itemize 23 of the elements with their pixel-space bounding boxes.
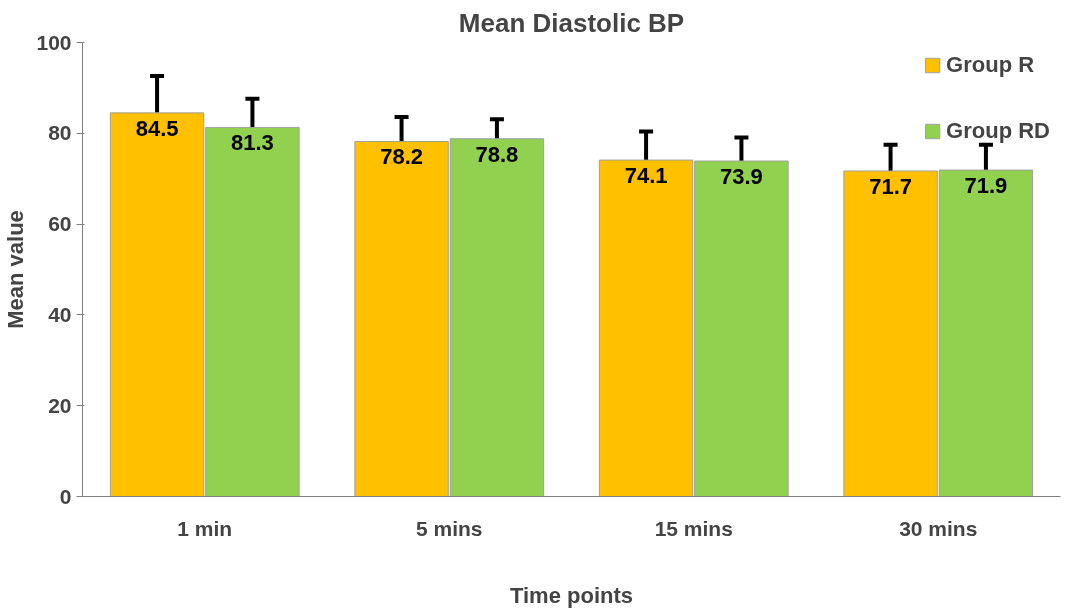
x-tick-label: 15 mins: [654, 516, 733, 540]
x-tick-label: 30 mins: [899, 516, 978, 540]
x-tick-label: 1 min: [177, 516, 233, 540]
y-tick-label: 40: [48, 302, 72, 326]
y-tick-label: 20: [48, 393, 72, 417]
y-tick-label: 80: [48, 121, 72, 145]
legend-label: Group RD: [946, 118, 1050, 144]
y-tick-label: 60: [48, 212, 72, 236]
data-label: 78.8: [475, 141, 519, 167]
data-label: 71.7: [869, 173, 912, 199]
data-label: 78.2: [380, 144, 423, 170]
data-label: 73.9: [720, 163, 763, 189]
data-label: 71.9: [964, 173, 1008, 199]
chart-title: Mean Diastolic BP: [458, 7, 685, 38]
legend-label: Group R: [946, 52, 1035, 78]
x-axis-title: Time points: [509, 582, 634, 608]
y-tick-label: 100: [36, 30, 72, 54]
y-tick-label: 0: [59, 484, 72, 508]
data-label: 74.1: [624, 163, 668, 189]
data-label: 81.3: [231, 130, 274, 156]
x-tick-label: 5 mins: [415, 516, 483, 540]
data-label: 84.5: [135, 115, 179, 141]
y-axis-title: Mean value: [3, 210, 29, 329]
